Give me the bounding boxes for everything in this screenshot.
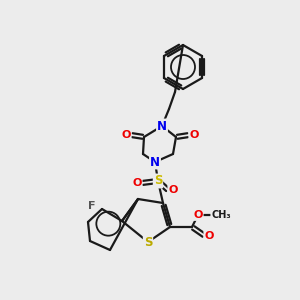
Text: S: S xyxy=(154,175,162,188)
Text: N: N xyxy=(157,119,167,133)
Text: O: O xyxy=(168,185,178,195)
Text: O: O xyxy=(193,210,203,220)
Text: S: S xyxy=(144,236,152,248)
Text: N: N xyxy=(150,155,160,169)
Text: F: F xyxy=(88,201,96,211)
Text: O: O xyxy=(189,130,199,140)
Text: CH₃: CH₃ xyxy=(211,210,231,220)
Text: O: O xyxy=(132,178,142,188)
Text: O: O xyxy=(121,130,131,140)
Text: O: O xyxy=(204,231,214,241)
